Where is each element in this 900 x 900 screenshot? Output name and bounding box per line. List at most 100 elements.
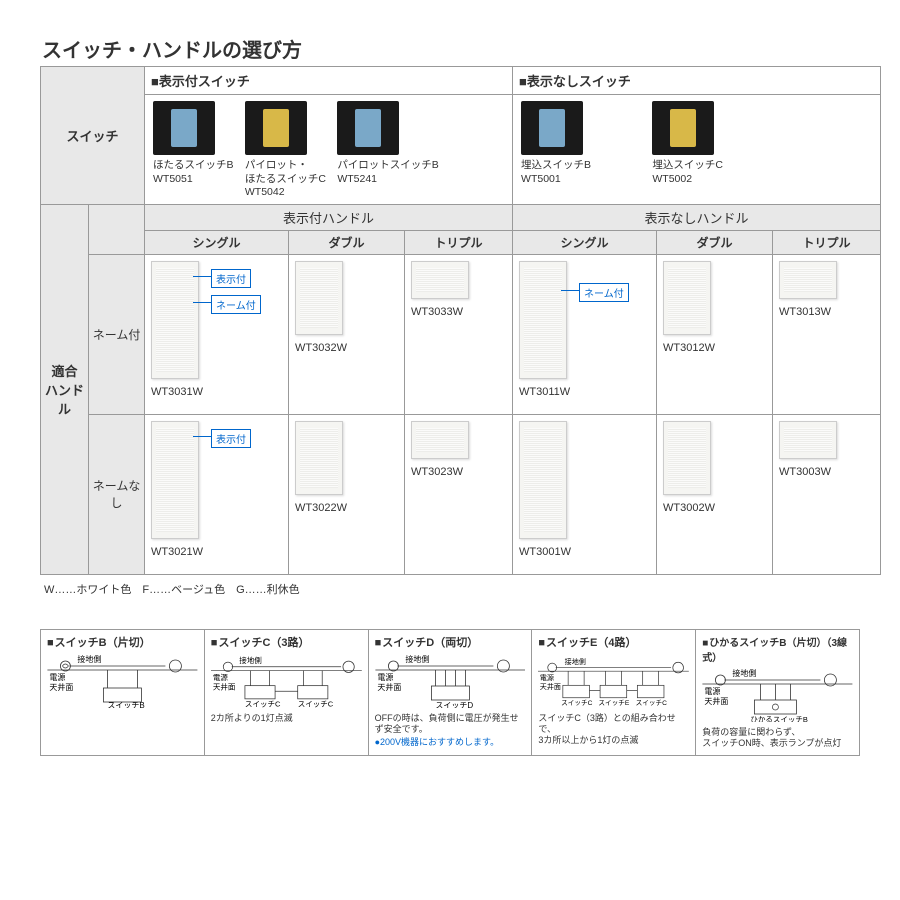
switch-name: パイロットスイッチB <box>337 159 439 173</box>
handle-model: WT3011W <box>519 386 650 398</box>
handle-cell: ネーム付 WT3011W <box>513 254 657 414</box>
wiring-diagram-icon: 接地側 電源 天井面 ひかるスイッチB <box>702 666 853 722</box>
switch-item: パイロットスイッチB WT5241 <box>337 101 439 186</box>
callout-name: ネーム付 <box>579 283 629 302</box>
handle-image <box>519 261 567 379</box>
selection-table: スイッチ ■表示付スイッチ ■表示なしスイッチ ほたるスイッチB WT5051 … <box>40 66 881 575</box>
handle-cell: WT3013W <box>773 254 881 414</box>
wiring-switch-d: スイッチD（両切） 接地側 電源 天井面 スイッチD OFFの時は、負荷側に電圧… <box>368 630 532 756</box>
wiring-switch-e: スイッチE（4路） 接地側 電源 天井面 スイッチC スイッチE スイッチC ス… <box>531 630 695 756</box>
svg-text:天井面: 天井面 <box>705 696 729 706</box>
col-single: シングル <box>145 230 289 254</box>
handle-cell: WT3012W <box>657 254 773 414</box>
wiring-diagrams: スイッチB（片切） 接地側 電源 天井面 スイッチB スイッチC（3路） 接地側… <box>40 629 860 757</box>
handle-model: WT3002W <box>663 502 766 514</box>
switch-image <box>337 101 399 155</box>
handle-image <box>295 261 343 335</box>
switch-model: WT5001 <box>521 173 591 187</box>
section-without-indicator: ■表示なしスイッチ <box>513 67 881 95</box>
section-with-indicator: ■表示付スイッチ <box>145 67 513 95</box>
handle-image <box>295 421 343 495</box>
switch-item: 埋込スイッチB WT5001 <box>521 101 591 186</box>
svg-text:スイッチB: スイッチB <box>107 701 144 708</box>
handle-image <box>411 421 469 459</box>
handle-cell: 表示付 ネーム付 WT3031W <box>145 254 289 414</box>
switches-with-indicator: ほたるスイッチB WT5051 パイロット・ ほたるスイッチC WT5042 パ… <box>145 95 513 205</box>
subrow-named: ネーム付 <box>89 254 145 414</box>
svg-text:スイッチC: スイッチC <box>561 699 593 707</box>
handle-image <box>663 261 711 335</box>
switch-item: パイロット・ ほたるスイッチC WT5042 <box>245 101 326 200</box>
handle-model: WT3032W <box>295 342 398 354</box>
handle-model: WT3023W <box>411 466 506 478</box>
switch-name: ほたるスイッチC <box>245 173 326 187</box>
wiring-note: スイッチC（3路）との組み合わせで、 3カ所以上から1灯の点滅 <box>538 713 689 747</box>
handle-image <box>151 421 199 539</box>
svg-text:接地側: 接地側 <box>405 654 429 664</box>
handle-model: WT3033W <box>411 306 506 318</box>
handle-model: WT3012W <box>663 342 766 354</box>
svg-text:電源: 電源 <box>377 673 393 682</box>
svg-text:スイッチE: スイッチE <box>599 699 631 707</box>
handle-cell: WT3002W <box>657 414 773 574</box>
wiring-title: スイッチB（片切） <box>47 634 198 650</box>
svg-text:ひかるスイッチB: ひかるスイッチB <box>751 715 809 722</box>
col-double: ダブル <box>289 230 405 254</box>
svg-text:スイッチC: スイッチC <box>245 699 281 708</box>
svg-text:電源: 電源 <box>540 673 554 682</box>
wiring-switch-b: スイッチB（片切） 接地側 電源 天井面 スイッチB <box>40 630 204 756</box>
svg-text:スイッチC: スイッチC <box>636 699 668 707</box>
svg-text:電源: 電源 <box>213 673 229 682</box>
switches-without-indicator: 埋込スイッチB WT5001 埋込スイッチC WT5002 <box>513 95 881 205</box>
wiring-title: ひかるスイッチB（片切）（3線式） <box>702 634 853 664</box>
switch-image <box>245 101 307 155</box>
handle-cell: WT3033W <box>405 254 513 414</box>
col-single: シングル <box>513 230 657 254</box>
handle-image <box>411 261 469 299</box>
handle-model: WT3021W <box>151 546 282 558</box>
switch-row-header: スイッチ <box>41 67 145 205</box>
callout-name: ネーム付 <box>211 295 261 314</box>
switch-name: ほたるスイッチB <box>153 159 234 173</box>
svg-text:接地側: 接地側 <box>733 668 757 678</box>
svg-text:天井面: 天井面 <box>49 682 73 692</box>
switch-model: WT5241 <box>337 173 439 187</box>
wiring-title: スイッチE（4路） <box>538 634 689 650</box>
handle-image <box>663 421 711 495</box>
svg-text:接地側: 接地側 <box>565 657 586 666</box>
wiring-diagram-icon: 接地側 電源 天井面 スイッチC スイッチE スイッチC <box>538 652 689 708</box>
switch-item: 埋込スイッチC WT5002 <box>652 101 723 186</box>
wiring-note: OFFの時は、負荷側に電圧が発生せず安全です。 <box>375 713 526 736</box>
handle-model: WT3022W <box>295 502 398 514</box>
handle-cell: WT3023W <box>405 414 513 574</box>
svg-text:天井面: 天井面 <box>540 682 561 691</box>
color-legend: W……ホワイト色 F……ベージュ色 G……利休色 <box>40 581 860 597</box>
handle-model: WT3001W <box>519 546 650 558</box>
col-triple: トリプル <box>773 230 881 254</box>
handle-row-header: 適合 ハンドル <box>41 204 89 574</box>
page-title: スイッチ・ハンドルの選び方 <box>40 34 860 63</box>
switch-image <box>153 101 215 155</box>
svg-text:接地側: 接地側 <box>239 655 262 665</box>
callout-indicator: 表示付 <box>211 429 251 448</box>
callout-indicator: 表示付 <box>211 269 251 288</box>
handle-model: WT3003W <box>779 466 874 478</box>
handle-cell: WT3001W <box>513 414 657 574</box>
switch-image <box>521 101 583 155</box>
svg-text:接地側: 接地側 <box>77 654 101 664</box>
svg-text:天井面: 天井面 <box>213 681 236 691</box>
wiring-diagram-icon: 接地側 電源 天井面 スイッチC スイッチC <box>211 652 362 708</box>
handle-cell: WT3003W <box>773 414 881 574</box>
col-triple: トリプル <box>405 230 513 254</box>
wiring-diagram-icon: 接地側 電源 天井面 スイッチB <box>47 652 198 708</box>
wiring-note: 負荷の容量に関わらず、 スイッチON時、表示ランプが点灯 <box>702 727 853 750</box>
wiring-switch-c: スイッチC（3路） 接地側 電源 天井面 スイッチC スイッチC 2カ所よりの1… <box>204 630 368 756</box>
wiring-hikaru-b: ひかるスイッチB（片切）（3線式） 接地側 電源 天井面 ひかるスイッチB 負荷… <box>695 630 860 756</box>
svg-text:電源: 電源 <box>705 687 721 696</box>
switch-name: パイロット・ <box>245 159 326 173</box>
handle-model: WT3031W <box>151 386 282 398</box>
handle-group-with: 表示付ハンドル <box>145 204 513 230</box>
switch-name: 埋込スイッチC <box>652 159 723 173</box>
handle-image <box>151 261 199 379</box>
wiring-title: スイッチD（両切） <box>375 634 526 650</box>
